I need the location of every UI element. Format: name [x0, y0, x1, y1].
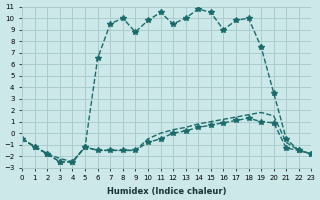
X-axis label: Humidex (Indice chaleur): Humidex (Indice chaleur)	[107, 187, 227, 196]
